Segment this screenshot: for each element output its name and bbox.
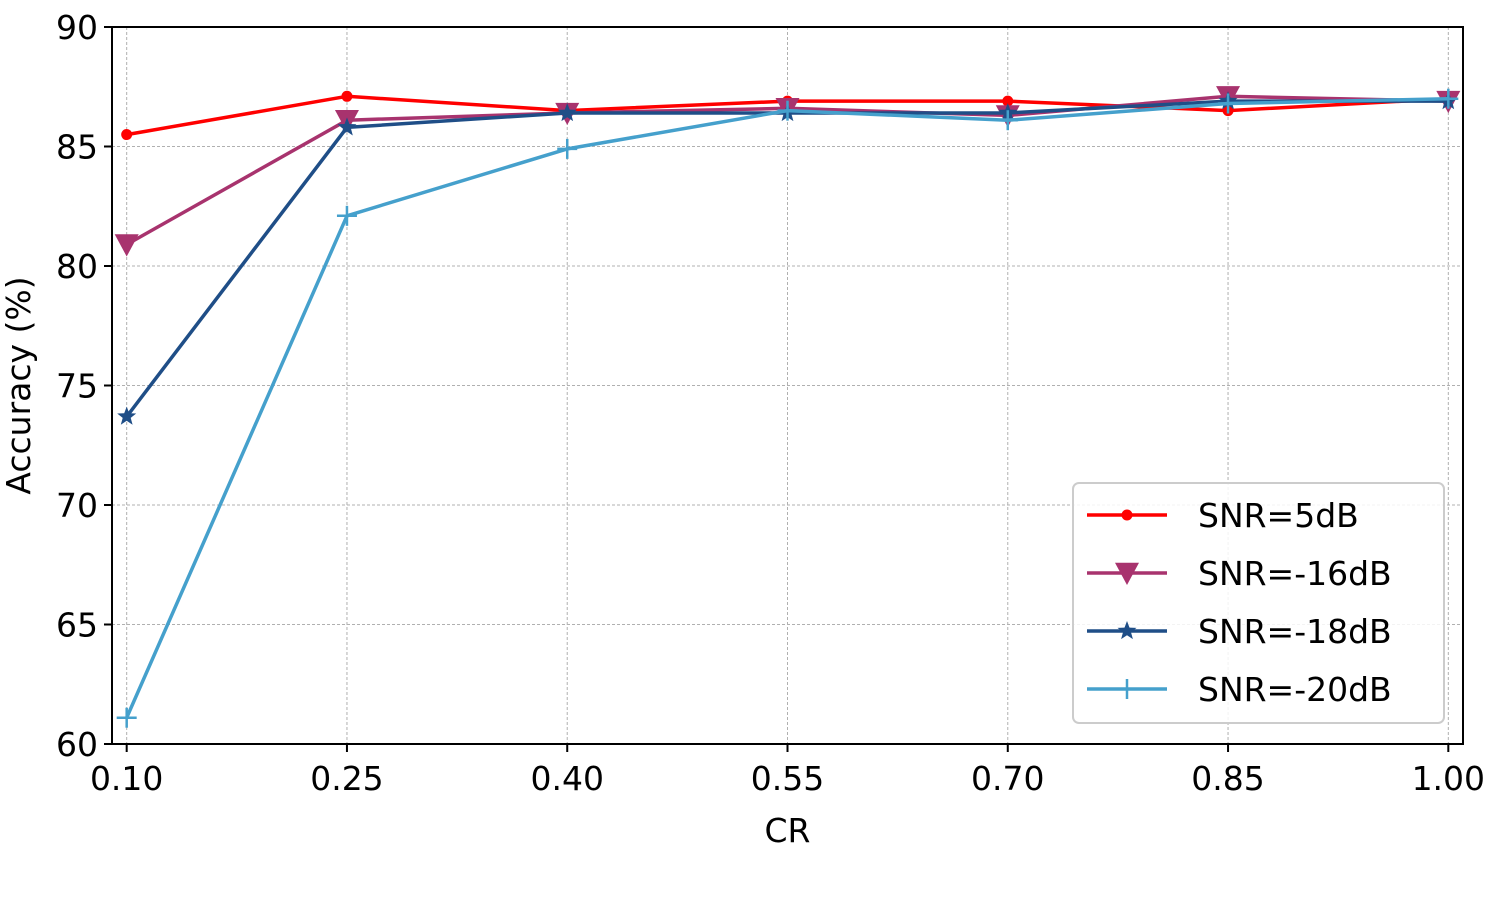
data-point — [1438, 88, 1459, 109]
data-point — [997, 110, 1018, 131]
data-point — [336, 205, 357, 226]
legend-item: SNR=-20dB — [1087, 670, 1392, 709]
y-tick-labels: 60 65 70 75 80 85 90 — [56, 8, 98, 764]
series-layer — [114, 86, 1461, 728]
x-tick-labels: 0.10 0.25 0.40 0.55 0.70 0.85 1.00 — [90, 759, 1485, 798]
data-point — [116, 707, 137, 728]
y-tick-label: 65 — [56, 606, 98, 645]
y-tick-label: 85 — [56, 128, 98, 167]
data-point — [1002, 95, 1014, 107]
legend-box — [1072, 482, 1445, 724]
legend-marker — [1117, 679, 1137, 699]
data-point — [1218, 93, 1239, 114]
data-point — [121, 129, 133, 141]
legend-label: SNR=-20dB — [1198, 670, 1392, 709]
data-point — [557, 138, 578, 159]
y-tick-label: 90 — [56, 8, 98, 47]
legend-marker — [1121, 509, 1133, 521]
x-tick-label: 0.25 — [310, 759, 383, 798]
data-point — [117, 406, 137, 425]
y-axis-title: Accuracy (%) — [0, 276, 38, 494]
legend-marker — [1115, 562, 1139, 585]
y-tick-label: 60 — [56, 725, 98, 764]
legend-label: SNR=5dB — [1198, 496, 1359, 535]
x-tick-label: 0.70 — [971, 759, 1044, 798]
legend-marker — [1117, 621, 1137, 640]
tick-marks — [104, 26, 1450, 752]
x-tick-label: 1.00 — [1412, 759, 1485, 798]
data-point — [337, 117, 357, 136]
legend-item: SNR=5dB — [1087, 496, 1359, 535]
y-tick-label: 70 — [56, 486, 98, 525]
data-point — [777, 100, 798, 121]
series-4 — [116, 88, 1459, 728]
legend: SNR=5dB SNR=-16dB SNR=-18dB SNR=-20dB — [1072, 482, 1445, 724]
data-point — [341, 90, 353, 102]
legend-item: SNR=-18dB — [1087, 612, 1392, 651]
x-tick-label: 0.40 — [530, 759, 603, 798]
legend-label: SNR=-16dB — [1198, 554, 1392, 593]
data-point — [557, 103, 577, 122]
x-tick-label: 0.85 — [1191, 759, 1264, 798]
x-tick-label: 0.55 — [751, 759, 824, 798]
x-tick-label: 0.10 — [90, 759, 163, 798]
x-axis-title: CR — [765, 811, 811, 850]
data-point — [114, 234, 139, 257]
legend-item: SNR=-16dB — [1087, 554, 1392, 593]
y-tick-label: 80 — [56, 247, 98, 286]
y-tick-label: 75 — [56, 367, 98, 406]
legend-label: SNR=-18dB — [1198, 612, 1392, 651]
